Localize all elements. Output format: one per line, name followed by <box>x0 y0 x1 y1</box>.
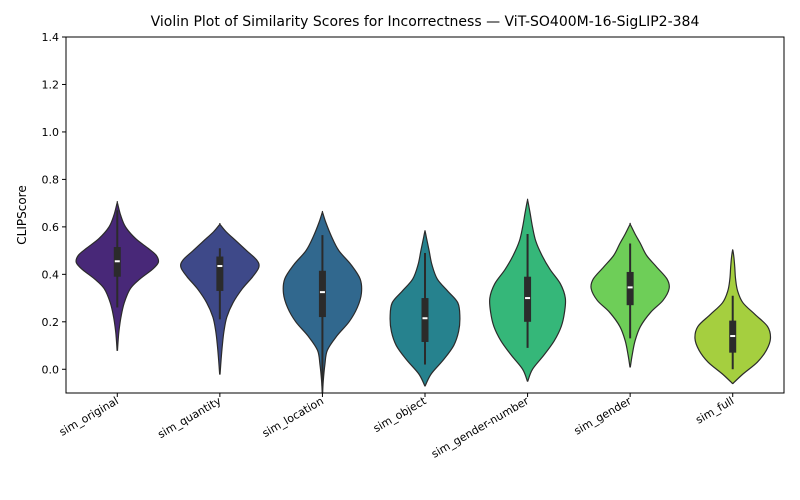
violin-median <box>627 286 633 289</box>
x-tick-label: sim_location <box>260 394 326 440</box>
plot-frame <box>65 36 785 394</box>
violin-median <box>114 260 120 263</box>
violin-iqr-box <box>421 298 429 342</box>
x-tick-label: sim_object <box>371 394 429 435</box>
x-tick-label: sim_gender-number <box>429 394 531 461</box>
y-tick-label: 1.2 <box>42 78 60 91</box>
y-tick-label: 1.0 <box>42 126 60 139</box>
violin-median <box>730 335 736 338</box>
violin-median <box>422 317 428 320</box>
x-tick-label: sim_quantity <box>155 394 223 441</box>
y-tick-label: 1.4 <box>42 31 60 44</box>
violin-iqr-box <box>524 276 532 322</box>
violin-median <box>319 291 325 294</box>
y-tick-label: 0.4 <box>42 268 60 281</box>
x-tick-label: sim_full <box>693 394 736 426</box>
violin-iqr-box <box>318 270 326 318</box>
y-tick-label: 0.6 <box>42 221 60 234</box>
y-tick-label: 0.8 <box>42 173 60 186</box>
chart-title: Violin Plot of Similarity Scores for Inc… <box>151 14 700 30</box>
violin-median <box>525 297 531 300</box>
violin-iqr-box <box>216 256 224 291</box>
violins-group <box>75 198 772 394</box>
violin-median <box>217 265 223 268</box>
violin-iqr-box <box>626 271 634 306</box>
y-tick-label: 0.2 <box>42 316 60 329</box>
y-axis-label: CLIPScore <box>15 185 29 244</box>
x-tick-label: sim_gender <box>572 394 634 437</box>
y-tick-label: 0.0 <box>42 363 60 376</box>
x-tick-label: sim_original <box>57 394 121 438</box>
